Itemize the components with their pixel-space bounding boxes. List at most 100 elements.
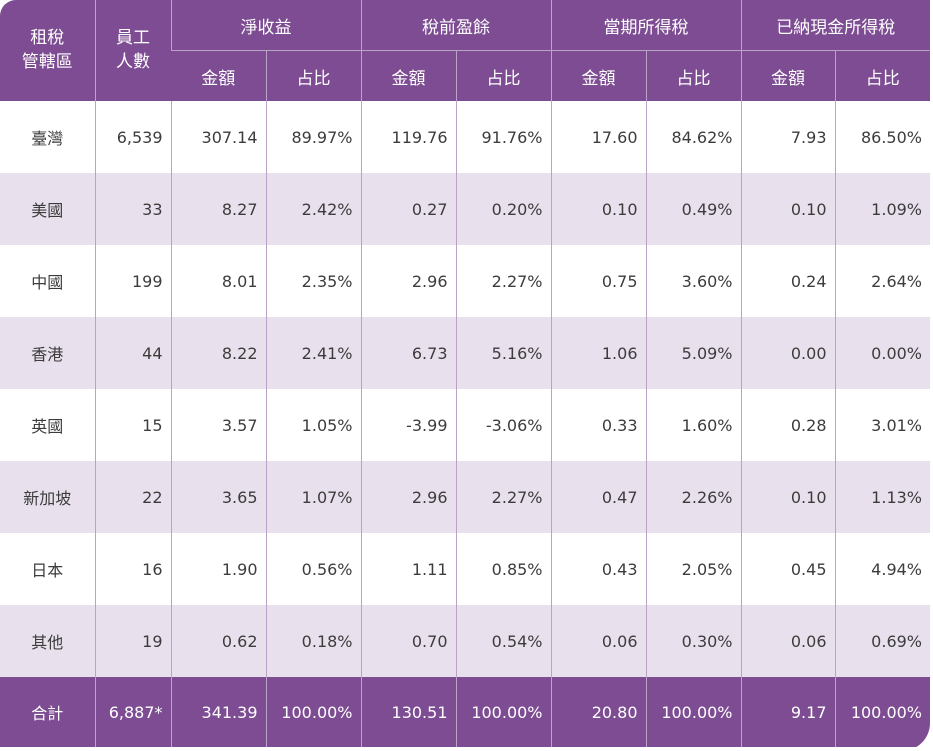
cell-cash-income-tax-paid-amount: 0.00 (740, 317, 835, 389)
cell-net-revenue-ratio: 2.41% (265, 317, 361, 389)
cell-employees: 6,539 (94, 101, 171, 173)
cell-region: 美國 (0, 173, 95, 245)
header-group-cash-income-tax-paid: 已納現金所得稅 (740, 0, 930, 51)
header-amount: 金額 (360, 50, 456, 101)
cell-pretax-income-amount: 2.96 (360, 245, 456, 317)
header-employees: 員工 人數 (94, 0, 171, 101)
cell-cash-income-tax-paid-ratio: 86.50% (834, 101, 930, 173)
header-group-pretax-income: 稅前盈餘 (360, 0, 551, 51)
header-ratio: 占比 (265, 50, 361, 101)
total-cash-income-tax-paid-ratio: 100.00% (834, 677, 930, 747)
header-group-current-income-tax: 當期所得稅 (550, 0, 741, 51)
table-row: 其他 19 0.62 0.18% 0.70 0.54% 0.06 0.30% 0.06 0.69% (0, 605, 930, 677)
cell-pretax-income-ratio: 2.27% (455, 461, 551, 533)
cell-cash-income-tax-paid-ratio: 1.09% (834, 173, 930, 245)
table-row: 臺灣 6,539 307.14 89.97% 119.76 91.76% 17.60 84.6… (0, 101, 930, 173)
cell-current-income-tax-amount: 0.33 (550, 389, 646, 461)
cell-cash-income-tax-paid-ratio: 0.00% (834, 317, 930, 389)
cell-cash-income-tax-paid-amount: 0.10 (740, 173, 835, 245)
cell-pretax-income-ratio: 0.20% (455, 173, 551, 245)
cell-employees: 15 (94, 389, 171, 461)
cell-pretax-income-amount: 119.76 (360, 101, 456, 173)
cell-current-income-tax-amount: 1.06 (550, 317, 646, 389)
cell-employees: 44 (94, 317, 171, 389)
table-header: 租稅 管轄區 員工 人數 淨收益 稅前盈餘 當期所得稅 已納現金所得稅 金額 占… (0, 0, 930, 101)
cell-pretax-income-amount: 0.70 (360, 605, 456, 677)
table-row: 美國 33 8.27 2.42% 0.27 0.20% 0.10 0.49% 0.10 1.09% (0, 173, 930, 245)
cell-pretax-income-ratio: 2.27% (455, 245, 551, 317)
cell-pretax-income-amount: 6.73 (360, 317, 456, 389)
total-row: 合計 6,887* 341.39 100.00% 130.51 100.00% … (0, 677, 930, 747)
cell-net-revenue-ratio: 0.56% (265, 533, 361, 605)
header-amount: 金額 (171, 50, 266, 101)
header-jurisdiction-line-2: 管轄區 (21, 52, 73, 72)
cell-employees: 33 (94, 173, 171, 245)
cell-cash-income-tax-paid-ratio: 0.69% (834, 605, 930, 677)
cell-current-income-tax-ratio: 0.49% (645, 173, 741, 245)
header-ratio: 占比 (834, 50, 930, 101)
table-row: 英國 15 3.57 1.05% -3.99 -3.06% 0.33 1.60% 0.28 3.0… (0, 389, 930, 461)
header-jurisdiction-line-1: 租稅 (30, 28, 65, 48)
total-employees: 6,887* (94, 677, 171, 747)
header-ratio: 占比 (455, 50, 551, 101)
header-jurisdiction: 租稅 管轄區 (0, 0, 95, 101)
table-footer: 合計 6,887* 341.39 100.00% 130.51 100.00% … (0, 677, 930, 747)
total-current-income-tax-ratio: 100.00% (645, 677, 741, 747)
header-employees-line-2: 人數 (116, 52, 150, 72)
cell-cash-income-tax-paid-amount: 0.28 (740, 389, 835, 461)
cell-cash-income-tax-paid-amount: 7.93 (740, 101, 835, 173)
cell-current-income-tax-amount: 0.47 (550, 461, 646, 533)
cell-cash-income-tax-paid-ratio: 4.94% (834, 533, 930, 605)
cell-cash-income-tax-paid-ratio: 2.64% (834, 245, 930, 317)
cell-net-revenue-amount: 3.65 (170, 461, 266, 533)
table-row: 香港 44 8.22 2.41% 6.73 5.16% 1.06 5.09% 0.00 0.00% (0, 317, 930, 389)
cell-region: 其他 (0, 605, 95, 677)
total-current-income-tax-amount: 20.80 (550, 677, 646, 747)
cell-pretax-income-ratio: 91.76% (455, 101, 551, 173)
cell-net-revenue-ratio: 2.35% (265, 245, 361, 317)
header-employees-line-1: 員工 (116, 28, 150, 48)
cell-current-income-tax-ratio: 84.62% (645, 101, 741, 173)
cell-current-income-tax-amount: 0.10 (550, 173, 646, 245)
table-row: 中國 199 8.01 2.35% 2.96 2.27% 0.75 3.60% 0.24 2.64… (0, 245, 930, 317)
cell-net-revenue-ratio: 1.07% (265, 461, 361, 533)
cell-cash-income-tax-paid-ratio: 3.01% (834, 389, 930, 461)
cell-net-revenue-ratio: 89.97% (265, 101, 361, 173)
header-amount: 金額 (740, 50, 835, 101)
cell-current-income-tax-ratio: 2.05% (645, 533, 741, 605)
total-net-revenue-amount: 341.39 (170, 677, 266, 747)
cell-net-revenue-amount: 307.14 (170, 101, 266, 173)
table-body: 臺灣 6,539 307.14 89.97% 119.76 91.76% 17.60 84.6… (0, 101, 930, 677)
cell-cash-income-tax-paid-amount: 0.45 (740, 533, 835, 605)
cell-current-income-tax-ratio: 0.30% (645, 605, 741, 677)
cell-net-revenue-amount: 8.27 (170, 173, 266, 245)
cell-net-revenue-amount: 1.90 (170, 533, 266, 605)
cell-net-revenue-ratio: 1.05% (265, 389, 361, 461)
cell-region: 新加坡 (0, 461, 95, 533)
cell-net-revenue-ratio: 2.42% (265, 173, 361, 245)
header-ratio: 占比 (645, 50, 741, 101)
cell-net-revenue-amount: 8.22 (170, 317, 266, 389)
cell-region: 英國 (0, 389, 95, 461)
cell-current-income-tax-ratio: 1.60% (645, 389, 741, 461)
cell-employees: 199 (94, 245, 171, 317)
cell-current-income-tax-ratio: 2.26% (645, 461, 741, 533)
total-cash-income-tax-paid-amount: 9.17 (740, 677, 835, 747)
cell-pretax-income-amount: 1.11 (360, 533, 456, 605)
cell-current-income-tax-amount: 0.43 (550, 533, 646, 605)
cell-region: 日本 (0, 533, 95, 605)
header-amount: 金額 (550, 50, 646, 101)
cell-current-income-tax-amount: 0.75 (550, 245, 646, 317)
cell-pretax-income-ratio: 0.85% (455, 533, 551, 605)
cell-net-revenue-amount: 0.62 (170, 605, 266, 677)
cell-current-income-tax-ratio: 5.09% (645, 317, 741, 389)
cell-net-revenue-amount: 3.57 (170, 389, 266, 461)
cell-net-revenue-ratio: 0.18% (265, 605, 361, 677)
table-row: 新加坡 22 3.65 1.07% 2.96 2.27% 0.47 2.26% 0.10 1.13… (0, 461, 930, 533)
header-group-net-revenue: 淨收益 (170, 0, 361, 51)
cell-current-income-tax-amount: 17.60 (550, 101, 646, 173)
total-pretax-income-amount: 130.51 (360, 677, 456, 747)
cell-pretax-income-ratio: -3.06% (455, 389, 551, 461)
